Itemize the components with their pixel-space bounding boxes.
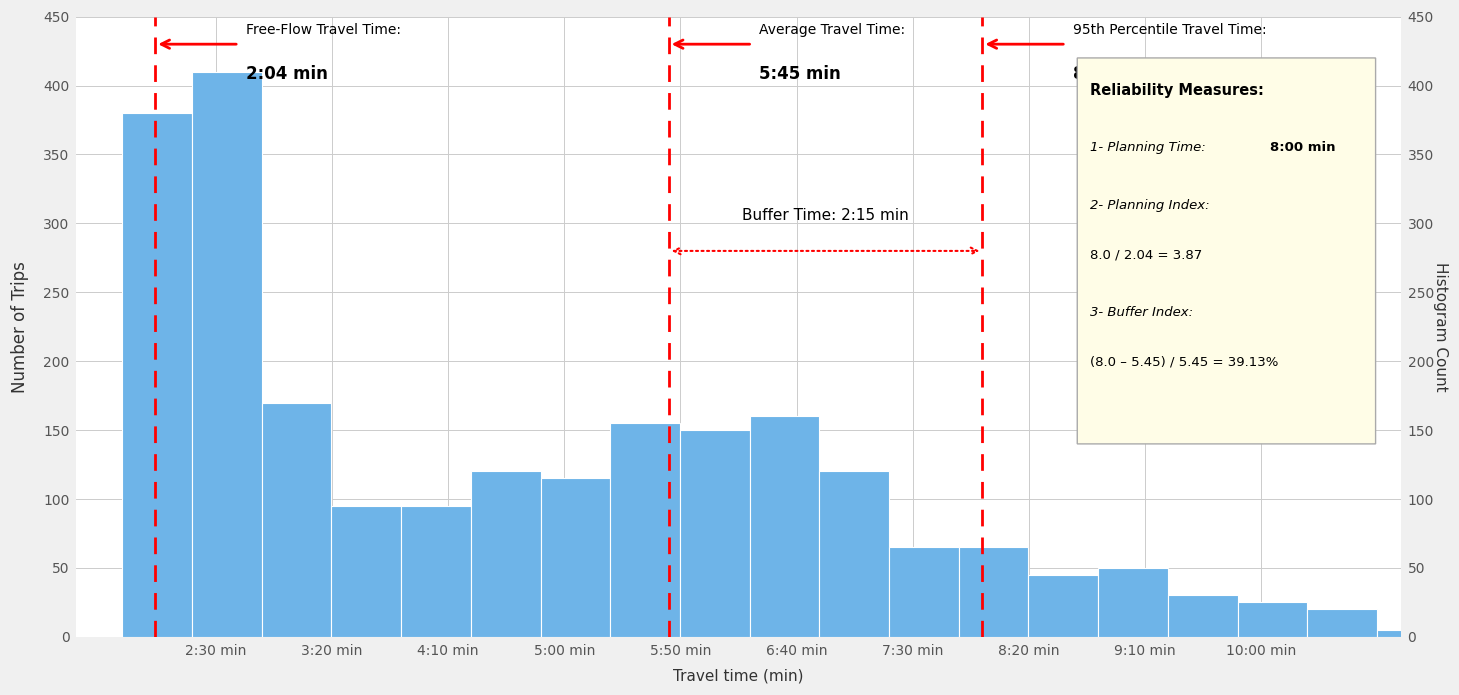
Bar (123, 113, 193, 637)
Text: Buffer Time: 2:15 min: Buffer Time: 2:15 min (743, 208, 909, 223)
Text: Free-Flow Travel Time:: Free-Flow Travel Time: (247, 24, 401, 38)
Text: 3- Buffer Index:: 3- Buffer Index: (1090, 306, 1193, 319)
Bar (820, 471, 889, 637)
Bar (889, 547, 959, 637)
Text: 8:00 min: 8:00 min (1271, 140, 1336, 154)
Text: (8.0 – 5.45) / 5.45 = 39.13%: (8.0 – 5.45) / 5.45 = 39.13% (1090, 356, 1278, 368)
Text: 8:00 min: 8:00 min (1072, 65, 1154, 83)
Bar (680, 430, 750, 637)
Text: 2- Planning Index:: 2- Planning Index: (1090, 199, 1210, 211)
X-axis label: Travel time (min): Travel time (min) (673, 669, 804, 684)
Bar (1237, 603, 1307, 637)
Bar (750, 416, 820, 637)
Y-axis label: Histogram Count: Histogram Count (1433, 262, 1447, 391)
Bar (1029, 575, 1099, 637)
Bar (193, 72, 261, 637)
Text: Reliability Measures:: Reliability Measures: (1090, 83, 1263, 98)
Bar (331, 506, 401, 637)
Bar (1167, 596, 1237, 637)
Text: 2:04 min: 2:04 min (247, 65, 328, 83)
Text: 8.0 / 2.04 = 3.87: 8.0 / 2.04 = 3.87 (1090, 248, 1202, 261)
Bar (401, 506, 471, 637)
Bar (610, 423, 680, 637)
Bar (959, 547, 1029, 637)
Bar (540, 478, 610, 637)
Text: 1- Planning Time:: 1- Planning Time: (1090, 140, 1210, 154)
Text: Average Travel Time:: Average Travel Time: (760, 24, 906, 38)
Bar (1377, 630, 1447, 637)
Bar (471, 471, 540, 637)
FancyBboxPatch shape (1077, 58, 1376, 444)
Text: 95th Percentile Travel Time:: 95th Percentile Travel Time: (1072, 24, 1266, 38)
Bar (261, 402, 331, 637)
Bar (1307, 610, 1377, 637)
Bar (1099, 568, 1167, 637)
Y-axis label: Number of Trips: Number of Trips (12, 261, 29, 393)
Text: 5:45 min: 5:45 min (760, 65, 842, 83)
